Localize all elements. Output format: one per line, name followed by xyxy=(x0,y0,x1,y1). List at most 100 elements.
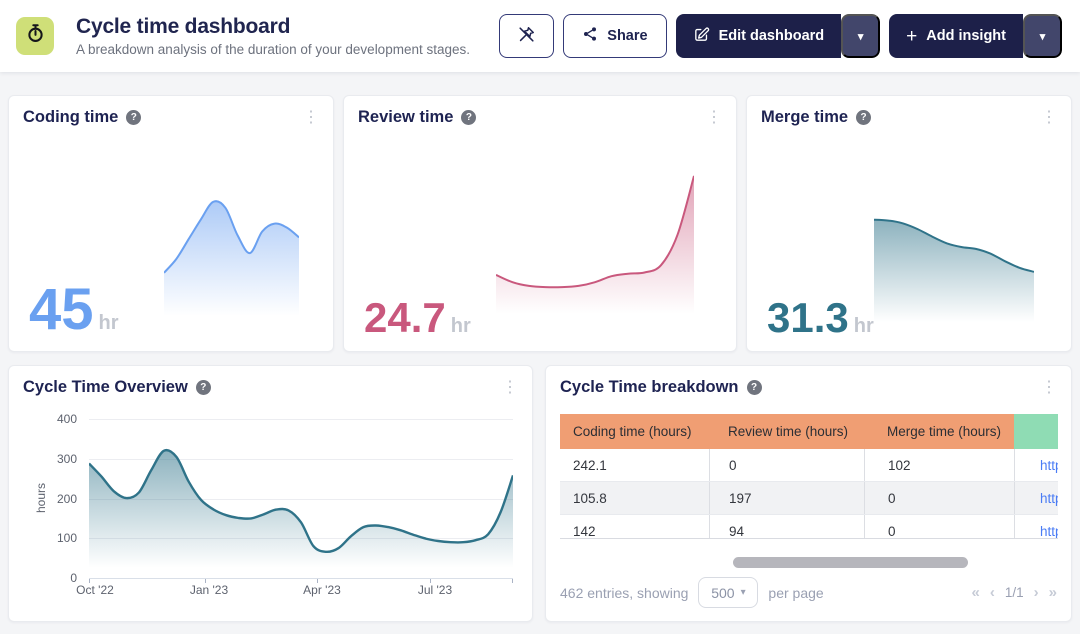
breakdown-title: Cycle Time breakdown xyxy=(560,378,739,396)
cell-coding: 105.8 xyxy=(573,490,607,506)
share-button[interactable]: Share xyxy=(563,14,667,58)
gridline xyxy=(89,499,513,500)
pin-slash-icon xyxy=(517,25,536,48)
cycle-time-breakdown-card: Cycle Time breakdown ? ⋮ Coding time (ho… xyxy=(545,365,1072,622)
cell-review: 197 xyxy=(709,482,864,514)
help-icon[interactable]: ? xyxy=(126,110,142,125)
cell-review: 0 xyxy=(709,449,864,481)
edit-dashboard-button[interactable]: Edit dashboard xyxy=(675,14,842,58)
review-time-value: 24.7 xyxy=(364,294,446,341)
cell-merge: 0 xyxy=(864,482,1014,514)
kebab-menu-icon[interactable]: ⋮ xyxy=(1041,109,1057,126)
x-tick-label: Oct '22 xyxy=(76,583,114,597)
chevron-down-icon: ▾ xyxy=(857,30,864,43)
help-icon[interactable]: ? xyxy=(856,110,872,125)
x-tick-label: Jul '23 xyxy=(417,583,453,597)
x-axis-line xyxy=(89,578,513,579)
prev-page-icon[interactable]: ‹ xyxy=(989,584,995,601)
add-insight-label: Add insight xyxy=(926,28,1006,44)
help-icon[interactable]: ? xyxy=(746,380,762,395)
y-tick-label: 200 xyxy=(56,492,77,506)
y-tick-label: 400 xyxy=(56,412,77,426)
entries-count-text: 462 entries, showing xyxy=(560,584,689,601)
help-icon[interactable]: ? xyxy=(195,380,211,395)
page-indicator: 1/1 xyxy=(1004,585,1024,600)
cell-merge: 0 xyxy=(864,515,1014,538)
cycle-time-overview-card: Cycle Time Overview ? ⋮ 400 300 200 100 … xyxy=(8,365,533,622)
horizontal-scrollbar-thumb[interactable] xyxy=(733,557,968,568)
column-header-merge[interactable]: Merge time (hours) xyxy=(864,414,1014,449)
x-tick-mark xyxy=(430,579,431,583)
page-size-select[interactable]: 500 ▾ xyxy=(698,577,759,608)
edit-dashboard-label: Edit dashboard xyxy=(718,28,825,44)
plus-icon: + xyxy=(906,25,918,47)
edit-dashboard-split-button: Edit dashboard ▾ xyxy=(675,14,881,58)
page-subtitle: A breakdown analysis of the duration of … xyxy=(76,41,470,57)
merge-time-card: Merge time ? ⋮ 31.3 hr xyxy=(746,95,1072,352)
edit-dashboard-caret-button[interactable]: ▾ xyxy=(841,14,881,58)
table-row: 142 94 0 http xyxy=(560,515,1058,539)
kebab-menu-icon[interactable]: ⋮ xyxy=(1041,379,1057,396)
column-header-link[interactable] xyxy=(1014,414,1058,449)
x-tick-label: Apr '23 xyxy=(303,583,341,597)
review-time-card: Review time ? ⋮ 24.7 hr xyxy=(343,95,737,352)
y-tick-label: 300 xyxy=(56,452,77,466)
column-header-review[interactable]: Review time (hours) xyxy=(709,414,864,449)
chevron-down-icon: ▾ xyxy=(1039,30,1046,43)
kebab-menu-icon[interactable]: ⋮ xyxy=(502,379,518,396)
edit-pencil-icon xyxy=(693,26,710,47)
y-tick-label: 0 xyxy=(70,571,77,585)
review-time-unit: hr xyxy=(450,315,471,337)
table-row: 105.8 197 0 http xyxy=(560,482,1058,515)
last-page-icon[interactable]: » xyxy=(1048,584,1057,601)
share-button-label: Share xyxy=(607,28,648,44)
table-footer: 462 entries, showing 500 ▾ per page « ‹ … xyxy=(560,576,1057,609)
add-insight-button[interactable]: + Add insight xyxy=(889,14,1023,58)
app-header: Cycle time dashboard A breakdown analysi… xyxy=(0,0,1080,72)
review-time-sparkline xyxy=(496,175,694,326)
cycle-time-overview-chart xyxy=(89,448,513,578)
first-page-icon[interactable]: « xyxy=(971,584,980,601)
next-page-icon[interactable]: › xyxy=(1033,584,1039,601)
overview-title: Cycle Time Overview xyxy=(23,378,188,396)
cell-review: 94 xyxy=(709,515,864,538)
dashboard-logo xyxy=(16,17,54,55)
coding-time-unit: hr xyxy=(98,312,119,334)
coding-time-card: Coding time ? ⋮ 45 hr xyxy=(8,95,334,352)
table-header-row: Coding time (hours) Review time (hours) … xyxy=(560,414,1058,449)
page-size-value: 500 xyxy=(711,584,735,601)
table-body: 242.1 0 102 http 105.8 197 0 http 142 94… xyxy=(560,449,1058,539)
unpin-button[interactable] xyxy=(499,14,555,58)
merge-time-value: 31.3 xyxy=(767,294,849,341)
share-icon xyxy=(582,26,598,46)
pagination: « ‹ 1/1 › » xyxy=(972,584,1057,601)
cell-link[interactable]: http xyxy=(1014,515,1058,538)
gridline xyxy=(89,459,513,460)
help-icon[interactable]: ? xyxy=(461,110,477,125)
y-axis-label: hours xyxy=(34,482,48,514)
cell-link[interactable]: http xyxy=(1014,482,1058,514)
chevron-down-icon: ▾ xyxy=(740,587,746,598)
table-row: 242.1 0 102 http xyxy=(560,449,1058,482)
merge-time-sparkline xyxy=(874,218,1034,331)
gridline xyxy=(89,419,513,420)
column-header-coding[interactable]: Coding time (hours) xyxy=(560,414,709,449)
x-tick-mark xyxy=(89,579,90,583)
coding-time-sparkline xyxy=(164,200,299,326)
add-insight-caret-button[interactable]: ▾ xyxy=(1023,14,1062,58)
page-title: Cycle time dashboard xyxy=(76,15,291,39)
coding-time-value: 45 xyxy=(29,277,94,342)
kebab-menu-icon[interactable]: ⋮ xyxy=(303,109,319,126)
merge-time-title: Merge time xyxy=(761,108,849,126)
cell-merge: 102 xyxy=(864,449,1014,481)
cell-coding: 142 xyxy=(573,523,596,539)
per-page-text: per page xyxy=(768,584,824,601)
coding-time-title: Coding time xyxy=(23,108,119,126)
review-time-title: Review time xyxy=(358,108,454,126)
cell-link[interactable]: http xyxy=(1014,449,1058,481)
y-tick-label: 100 xyxy=(56,531,77,545)
x-tick-mark xyxy=(317,579,318,583)
merge-time-unit: hr xyxy=(853,315,874,337)
kebab-menu-icon[interactable]: ⋮ xyxy=(706,109,722,126)
